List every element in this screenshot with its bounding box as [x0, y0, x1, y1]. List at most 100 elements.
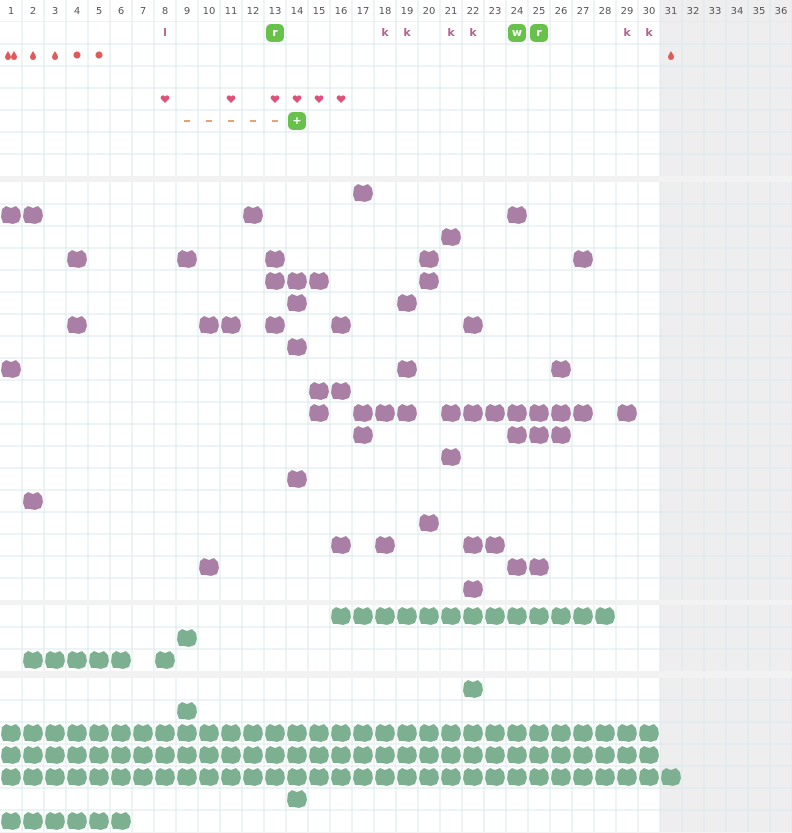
blob-green [573, 768, 593, 786]
column-number: 24 [511, 6, 524, 17]
blob-green [529, 768, 549, 786]
blob-green [287, 790, 307, 808]
column-number: 28 [599, 6, 612, 17]
dash [250, 120, 256, 122]
heart [336, 95, 346, 103]
blob-green [111, 724, 131, 742]
blob-green [67, 724, 87, 742]
blob-green [485, 724, 505, 742]
blob-purple [441, 404, 461, 422]
column-number: 22 [467, 6, 480, 17]
blob-green [441, 724, 461, 742]
blob-green [573, 607, 593, 625]
blob-purple [199, 316, 219, 334]
column-number: 30 [643, 6, 656, 17]
blob-green [463, 768, 483, 786]
blob-purple [573, 250, 593, 268]
blob-green [375, 724, 395, 742]
blob-green [89, 812, 109, 830]
blob-green [177, 746, 197, 764]
blob-purple [199, 558, 219, 576]
blob-purple [617, 404, 637, 422]
blob-green [221, 768, 241, 786]
blob-green [331, 724, 351, 742]
blob-green [551, 607, 571, 625]
letter: k [645, 26, 653, 39]
badge-label: + [292, 114, 301, 127]
blob-green [111, 812, 131, 830]
blob-purple [67, 316, 87, 334]
blob-purple [419, 250, 439, 268]
blob-green [529, 607, 549, 625]
column-number: 2 [30, 6, 36, 17]
blob-purple [397, 404, 417, 422]
section: l k k k k k k r w r + [0, 22, 792, 176]
blob-green [441, 746, 461, 764]
blob-green [617, 768, 637, 786]
blob-purple [529, 426, 549, 444]
blob-purple [375, 536, 395, 554]
blob-purple [529, 404, 549, 422]
blob-purple [67, 250, 87, 268]
blob-green [23, 746, 43, 764]
blob-green [617, 724, 637, 742]
dot [73, 51, 81, 59]
blob-purple [441, 448, 461, 466]
column-number: 25 [533, 6, 546, 17]
blob-green [155, 768, 175, 786]
blob-green [243, 724, 263, 742]
blob-green [639, 724, 659, 742]
column-number: 35 [753, 6, 766, 17]
blob-green [551, 746, 571, 764]
letter: k [381, 26, 389, 39]
blob-green [89, 651, 109, 669]
blob-green [177, 629, 197, 647]
drop [668, 51, 674, 60]
blob-green [133, 746, 153, 764]
blob-green [507, 768, 527, 786]
blob-green [309, 724, 329, 742]
letter: k [623, 26, 631, 39]
blob-green [507, 746, 527, 764]
blob-green [67, 746, 87, 764]
blob-purple [463, 580, 483, 598]
blob-purple [287, 470, 307, 488]
blob-green [1, 746, 21, 764]
heart [226, 95, 236, 103]
blob-purple [507, 426, 527, 444]
blob-green [551, 724, 571, 742]
blob-green [155, 651, 175, 669]
column-number: 21 [445, 6, 458, 17]
blob-green [463, 680, 483, 698]
badge [508, 24, 526, 42]
blob-green [45, 746, 65, 764]
blob-green [639, 768, 659, 786]
blob-green [287, 746, 307, 764]
column-number: 11 [225, 6, 238, 17]
blob-purple [287, 272, 307, 290]
column-number: 31 [665, 6, 678, 17]
blob-purple [551, 360, 571, 378]
blob-purple [265, 272, 285, 290]
section [0, 605, 792, 671]
column-number: 3 [52, 6, 58, 17]
blob-purple [309, 404, 329, 422]
blob-green [177, 768, 197, 786]
column-number: 13 [269, 6, 282, 17]
blob-green [155, 724, 175, 742]
column-number: 6 [118, 6, 124, 17]
blob-green [595, 724, 615, 742]
column-number: 4 [74, 6, 80, 17]
blob-green [89, 768, 109, 786]
badge [530, 24, 548, 42]
blob-green [133, 724, 153, 742]
column-number: 33 [709, 6, 722, 17]
blob-purple [287, 338, 307, 356]
blob-green [353, 724, 373, 742]
blob-green [551, 768, 571, 786]
blob-green [67, 768, 87, 786]
column-number: 32 [687, 6, 700, 17]
blob-green [177, 702, 197, 720]
blob-purple [221, 316, 241, 334]
